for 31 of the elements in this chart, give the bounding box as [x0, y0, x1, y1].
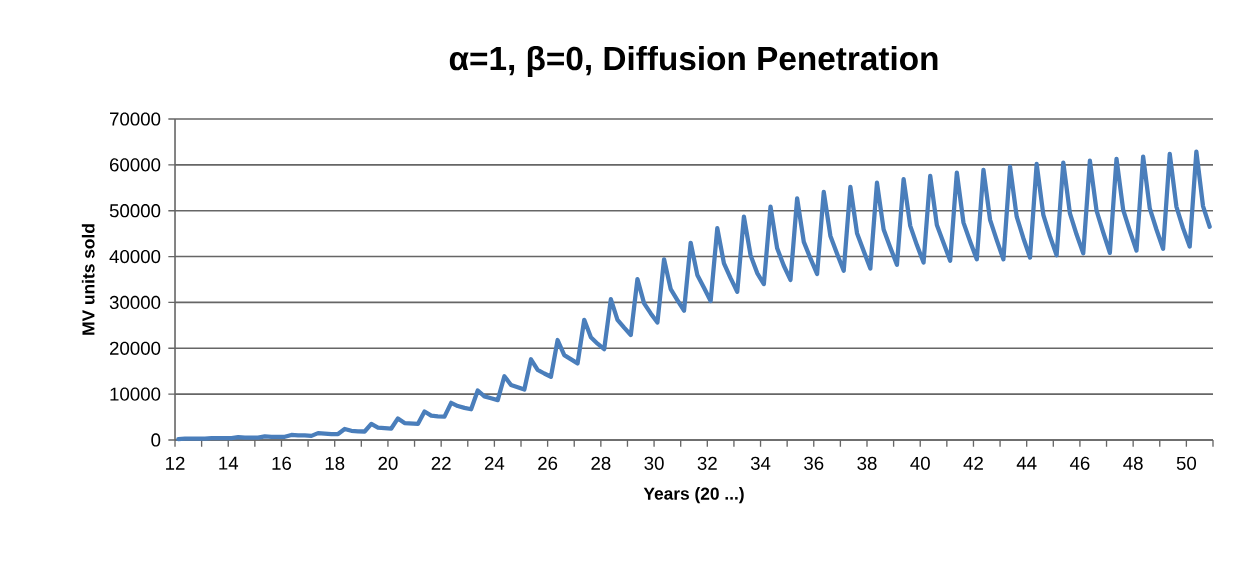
y-tick-label: 10000 — [110, 387, 161, 401]
x-tick-label: 46 — [1069, 456, 1090, 470]
y-tick-label: 60000 — [110, 158, 161, 172]
x-tick-label: 42 — [963, 456, 983, 470]
y-axis-title: MV units sold — [81, 224, 95, 335]
x-tick-label: 24 — [484, 456, 505, 470]
x-tick-label: 44 — [1016, 456, 1037, 470]
x-tick-label: 34 — [750, 456, 771, 470]
y-tick-label: 20000 — [110, 341, 161, 355]
chart-title: α=1, β=0, Diffusion Penetration — [449, 45, 938, 77]
x-tick-label: 20 — [378, 456, 398, 470]
x-axis-title: Years (20 ...) — [643, 487, 744, 504]
x-tick-label: 22 — [431, 456, 451, 470]
y-tick-label: 70000 — [110, 112, 161, 126]
x-tick-label: 30 — [644, 456, 664, 470]
x-tick-label: 28 — [591, 456, 611, 470]
y-tick-label: 40000 — [109, 249, 161, 264]
y-tick-label: 0 — [151, 433, 161, 447]
x-tick-label: 12 — [166, 456, 185, 470]
x-tick-label: 26 — [538, 456, 558, 470]
x-tick-label: 14 — [219, 456, 239, 470]
y-tick-label: 50000 — [109, 204, 161, 218]
x-tick-label: 40 — [910, 456, 930, 470]
x-tick-label: 48 — [1123, 456, 1143, 470]
x-tick-label: 16 — [272, 456, 292, 470]
x-tick-label: 38 — [857, 456, 877, 470]
x-tick-label: 50 — [1176, 456, 1197, 470]
x-tick-label: 36 — [804, 456, 824, 470]
x-tick-label: 32 — [697, 456, 717, 470]
y-tick-label: 30000 — [109, 295, 161, 310]
x-tick-label: 18 — [325, 456, 345, 470]
